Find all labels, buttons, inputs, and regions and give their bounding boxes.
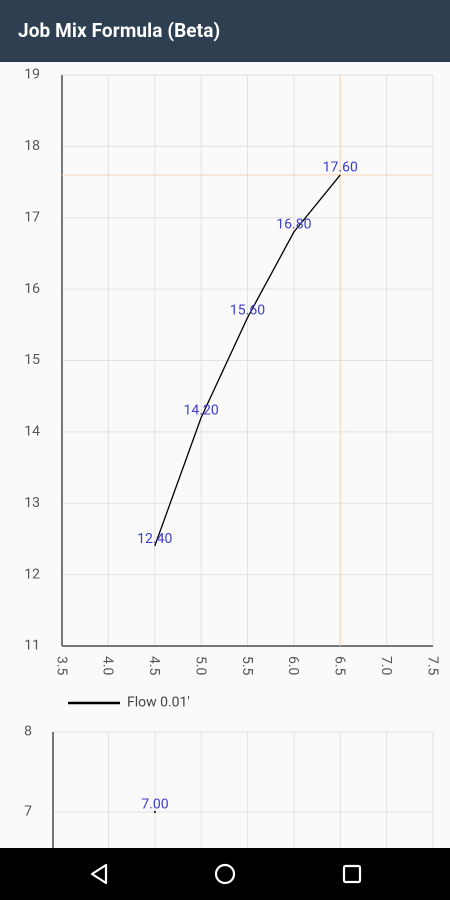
- y-tick-label: 11: [24, 638, 40, 654]
- y-tick-label: 15: [24, 352, 40, 368]
- nav-bar: [0, 848, 450, 900]
- back-button[interactable]: [90, 863, 108, 885]
- data-label: 14.20: [184, 402, 219, 418]
- y-tick-label: 7: [24, 804, 32, 820]
- x-tick-label: 3.5: [53, 656, 69, 676]
- recents-button[interactable]: [342, 864, 362, 884]
- y-tick-label: 12: [24, 566, 40, 582]
- y-tick-label: 14: [24, 424, 40, 440]
- x-tick-label: 5.5: [239, 656, 255, 676]
- y-tick-label: 8: [24, 724, 32, 740]
- data-point: [153, 811, 156, 813]
- data-label: 7.00: [141, 797, 168, 813]
- y-tick-label: 17: [24, 209, 40, 225]
- x-tick-label: 4.0: [100, 656, 116, 676]
- chart: 3.5 4.0 4.5 5.0 5.5 6.0 6.5 7.0 7.5 11 12 13 14 15 16 1…: [24, 67, 440, 711]
- x-tick-label: 5.0: [192, 656, 208, 676]
- data-label: 17.60: [323, 160, 358, 176]
- app-title: Job Mix Formula (Beta): [18, 19, 221, 42]
- y-tick-label: 13: [24, 495, 40, 511]
- app-bar: Job Mix Formula (Beta): [0, 0, 450, 62]
- x-tick-label: 6.0: [285, 656, 301, 676]
- data-label: 16.80: [276, 217, 311, 233]
- x-tick-label: 6.5: [332, 656, 348, 676]
- home-button[interactable]: [214, 863, 236, 885]
- x-tick-label: 7.5: [424, 656, 440, 676]
- y-tick-label: 18: [24, 138, 40, 154]
- nav-icons: [90, 863, 362, 885]
- chart: 787.00: [24, 724, 434, 848]
- x-tick-label: 4.5: [146, 656, 162, 676]
- y-tick-label: 16: [24, 281, 40, 297]
- data-label: 15.60: [230, 302, 265, 318]
- data-label: 12.40: [137, 531, 172, 547]
- legend-label: Flow 0.01': [127, 695, 190, 711]
- charts: 3.5 4.0 4.5 5.0 5.5 6.0 6.5 7.0 7.5 11 12 13 14 15 16 1…: [24, 67, 440, 848]
- series-line: [154, 174, 341, 547]
- y-tick-label: 19: [24, 67, 40, 83]
- x-tick-label: 7.0: [378, 656, 394, 676]
